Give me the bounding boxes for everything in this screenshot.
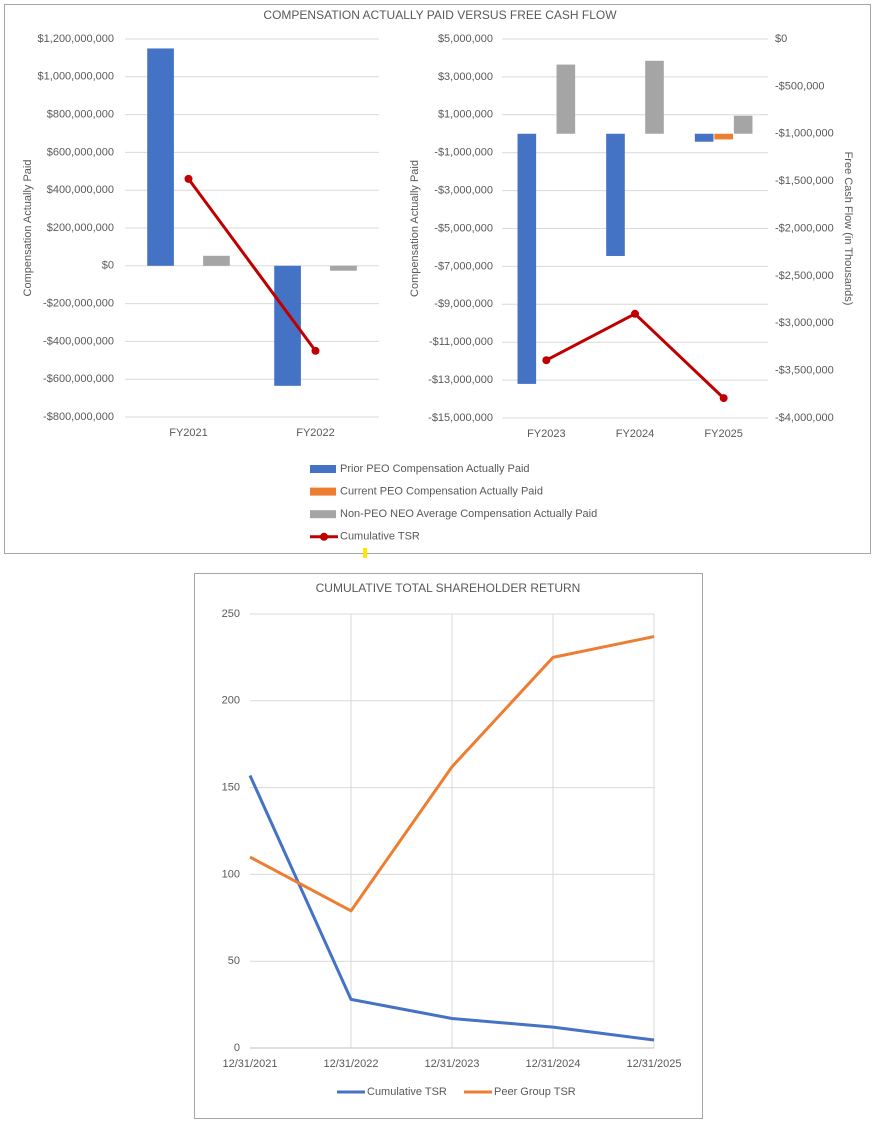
y-tick-label: $400,000,000 — [47, 184, 114, 196]
y-axis-title: Compensation Actually Paid — [22, 160, 34, 297]
y2-tick-label: -$500,000 — [775, 80, 825, 92]
y-tick-label: -$400,000,000 — [43, 335, 114, 347]
y2-tick-label: -$3,500,000 — [775, 365, 834, 377]
line-marker — [719, 394, 728, 403]
x-tick-label: FY2024 — [616, 428, 655, 440]
chart-frame — [194, 573, 703, 1119]
y-tick-label: 150 — [222, 782, 240, 794]
y2-tick-label: -$1,500,000 — [775, 175, 834, 187]
y2-tick-label: -$3,000,000 — [775, 317, 834, 329]
x-tick-label: 12/31/2025 — [626, 1058, 681, 1070]
legend-label: Non-PEO NEO Average Compensation Actuall… — [340, 508, 597, 520]
legend-label: Current PEO Compensation Actually Paid — [340, 486, 543, 498]
chart-title: COMPENSATION ACTUALLY PAID VERSUS FREE C… — [263, 8, 617, 22]
y-tick-label: -$800,000,000 — [43, 411, 114, 423]
y2-tick-label: -$2,000,000 — [775, 222, 834, 234]
legend-label: Cumulative TSR — [340, 531, 420, 543]
chart-title: CUMULATIVE TOTAL SHAREHOLDER RETURN — [316, 581, 581, 595]
y2-tick-label: -$4,000,000 — [775, 412, 834, 424]
y-tick-label: -$600,000,000 — [43, 373, 114, 385]
bar — [556, 64, 576, 134]
y-tick-label: $1,000,000,000 — [38, 71, 114, 83]
x-tick-label: FY2022 — [296, 427, 335, 439]
y-tick-label: $0 — [102, 260, 114, 272]
line-marker — [184, 174, 193, 183]
legend-label: Cumulative TSR — [367, 1086, 447, 1098]
bar — [330, 265, 357, 271]
y-tick-label: $1,200,000,000 — [38, 33, 114, 45]
y-tick-label: -$1,000,000 — [434, 147, 493, 159]
bar — [645, 60, 664, 134]
bar — [203, 255, 230, 266]
y-tick-label: 50 — [228, 955, 240, 967]
x-tick-label: FY2025 — [704, 428, 743, 440]
y-tick-label: $1,000,000 — [438, 109, 493, 121]
y-tick-label: -$13,000,000 — [428, 374, 493, 386]
legend-swatch — [310, 465, 336, 473]
x-tick-label: 12/31/2024 — [525, 1058, 580, 1070]
bar — [714, 133, 733, 140]
marker-decoration — [363, 548, 367, 558]
bar — [147, 48, 174, 266]
bar — [606, 133, 625, 256]
y-tick-label: -$7,000,000 — [434, 260, 493, 272]
y-tick-label: $800,000,000 — [47, 109, 114, 121]
legend-swatch — [310, 510, 336, 519]
y2-axis-title: Free Cash Flow (in Thousands) — [842, 152, 854, 306]
y-tick-label: $3,000,000 — [438, 71, 493, 83]
x-tick-label: FY2021 — [169, 427, 208, 439]
line — [187, 177, 317, 352]
y-tick-label: -$5,000,000 — [434, 222, 493, 234]
x-tick-label: 12/31/2023 — [424, 1058, 479, 1070]
bar — [733, 115, 753, 134]
y-tick-label: $600,000,000 — [47, 146, 114, 158]
y2-tick-label: -$1,000,000 — [775, 128, 834, 140]
bar — [517, 133, 537, 384]
line — [249, 635, 655, 913]
y-tick-label: $5,000,000 — [438, 33, 493, 45]
y-tick-label: $200,000,000 — [47, 222, 114, 234]
line — [248, 774, 655, 1042]
x-tick-label: 12/31/2021 — [222, 1058, 277, 1070]
y2-tick-label: -$2,500,000 — [775, 270, 834, 282]
x-tick-label: 12/31/2022 — [323, 1058, 378, 1070]
y-tick-label: -$9,000,000 — [434, 298, 493, 310]
y-tick-label: 250 — [222, 608, 240, 620]
y-tick-label: 100 — [222, 868, 240, 880]
x-tick-label: FY2023 — [527, 428, 566, 440]
y-tick-label: 200 — [222, 695, 240, 707]
y-tick-label: 0 — [234, 1042, 240, 1054]
legend-label: Prior PEO Compensation Actually Paid — [340, 463, 530, 475]
legend-label: Peer Group TSR — [494, 1086, 576, 1098]
y-tick-label: -$15,000,000 — [428, 412, 493, 424]
y-tick-label: -$3,000,000 — [434, 185, 493, 197]
y-tick-label: -$200,000,000 — [43, 298, 114, 310]
legend-swatch — [310, 487, 336, 496]
line-marker — [311, 346, 320, 355]
bar — [694, 133, 714, 142]
legend-swatch — [320, 532, 328, 541]
line-marker — [542, 356, 551, 365]
y-tick-label: -$11,000,000 — [429, 336, 493, 348]
y-axis-title: Compensation Actually Paid — [409, 160, 421, 297]
line-marker — [631, 309, 639, 318]
y2-tick-label: $0 — [775, 33, 787, 45]
